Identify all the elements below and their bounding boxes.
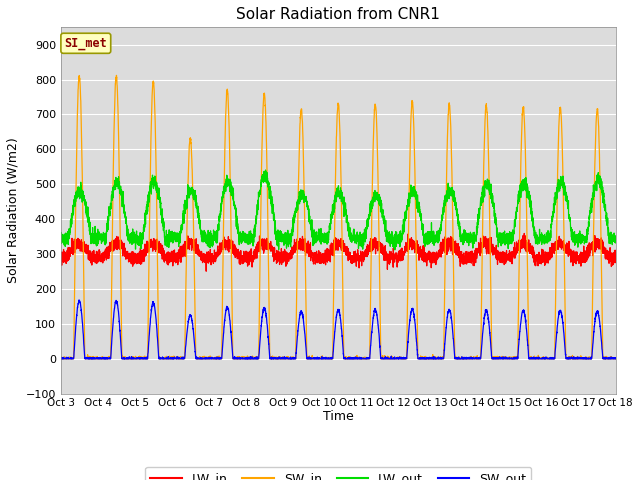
SW_in bbox=[57, 356, 65, 361]
Line: LW_in: LW_in bbox=[61, 233, 616, 271]
LW_out bbox=[611, 233, 619, 239]
SW_out bbox=[612, 356, 620, 361]
LW_out bbox=[391, 247, 399, 253]
X-axis label: Time: Time bbox=[323, 410, 354, 423]
SW_out bbox=[75, 297, 83, 303]
LW_in bbox=[317, 254, 325, 260]
LW_in bbox=[157, 251, 164, 256]
LW_in bbox=[612, 252, 620, 258]
SW_out bbox=[432, 356, 440, 361]
SW_in bbox=[463, 356, 470, 361]
SW_out bbox=[463, 355, 470, 360]
LW_out bbox=[317, 232, 325, 238]
LW_out bbox=[612, 240, 620, 246]
SW_out bbox=[494, 356, 502, 361]
Y-axis label: Solar Radiation (W/m2): Solar Radiation (W/m2) bbox=[7, 138, 20, 283]
LW_out bbox=[432, 232, 440, 238]
Title: Solar Radiation from CNR1: Solar Radiation from CNR1 bbox=[236, 7, 440, 22]
LW_in bbox=[57, 253, 65, 259]
LW_out bbox=[157, 198, 164, 204]
SW_in bbox=[57, 355, 65, 361]
Line: SW_out: SW_out bbox=[61, 300, 616, 359]
SW_out bbox=[157, 355, 164, 361]
SW_in bbox=[612, 356, 620, 361]
SW_in bbox=[157, 356, 164, 361]
SW_in bbox=[611, 355, 619, 360]
LW_in bbox=[432, 254, 440, 260]
LW_in bbox=[520, 230, 528, 236]
Legend: LW_in, SW_in, LW_out, SW_out: LW_in, SW_in, LW_out, SW_out bbox=[145, 467, 531, 480]
LW_out bbox=[57, 232, 65, 238]
Text: SI_met: SI_met bbox=[65, 37, 107, 50]
Line: LW_out: LW_out bbox=[61, 170, 616, 250]
SW_in bbox=[113, 72, 120, 78]
LW_out bbox=[463, 238, 470, 243]
SW_out bbox=[611, 355, 619, 361]
LW_out bbox=[495, 244, 502, 250]
SW_in bbox=[318, 356, 326, 361]
LW_in bbox=[494, 255, 502, 261]
LW_out bbox=[262, 167, 269, 173]
SW_out bbox=[317, 356, 325, 361]
Line: SW_in: SW_in bbox=[61, 75, 616, 359]
SW_in bbox=[432, 355, 440, 361]
LW_in bbox=[463, 257, 470, 263]
SW_out bbox=[57, 356, 65, 361]
LW_in bbox=[611, 259, 619, 264]
SW_in bbox=[495, 356, 502, 361]
LW_in bbox=[202, 268, 210, 274]
